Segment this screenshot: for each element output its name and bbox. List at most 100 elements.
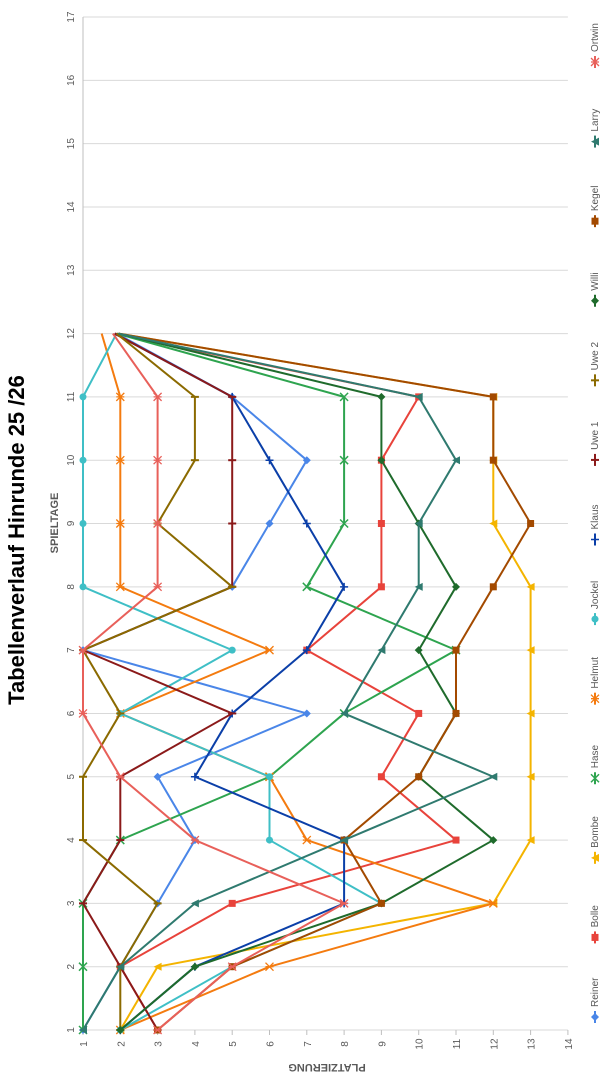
legend-marker bbox=[591, 217, 599, 225]
data-point bbox=[79, 456, 87, 464]
x-tick-label: 13 bbox=[66, 264, 77, 276]
x-tick-label: 4 bbox=[66, 837, 77, 843]
legend-item-jockel: Jockel bbox=[590, 581, 601, 626]
data-point bbox=[78, 708, 88, 718]
series-line-uwe-2 bbox=[82, 332, 234, 1030]
data-point bbox=[265, 519, 274, 528]
x-tick-label: 5 bbox=[66, 774, 77, 780]
legend-label: Klaus bbox=[590, 504, 601, 529]
data-point bbox=[190, 899, 199, 908]
data-point bbox=[302, 582, 312, 592]
legend-item-bolle: Bolle bbox=[590, 905, 601, 944]
legend-label: Kegel bbox=[590, 186, 601, 212]
data-point bbox=[227, 962, 237, 972]
legend-marker bbox=[591, 615, 599, 623]
legend-label: Helmut bbox=[590, 657, 601, 689]
data-point bbox=[115, 582, 125, 592]
data-point bbox=[339, 898, 349, 908]
legend-label: Jockel bbox=[590, 581, 601, 609]
legend-marker bbox=[591, 853, 599, 862]
legend-marker bbox=[591, 137, 599, 146]
data-point bbox=[414, 519, 423, 528]
data-point bbox=[489, 583, 497, 591]
series-line-larry bbox=[82, 332, 495, 1031]
legend-label: Ortwin bbox=[590, 23, 601, 52]
series bbox=[78, 332, 535, 1035]
x-tick-label: 14 bbox=[66, 201, 77, 213]
data-point bbox=[415, 773, 423, 781]
x-tick-label: 15 bbox=[66, 138, 77, 150]
data-point bbox=[377, 392, 386, 401]
legend-item-kegel: Kegel bbox=[590, 186, 601, 228]
data-point bbox=[377, 520, 385, 527]
y-tick-label: 2 bbox=[116, 1041, 127, 1047]
data-point bbox=[302, 646, 311, 655]
data-point bbox=[452, 836, 460, 844]
data-point bbox=[79, 520, 87, 527]
series-line-bolle bbox=[114, 332, 457, 1031]
legend-label: Bolle bbox=[590, 905, 601, 928]
data-point bbox=[190, 835, 200, 845]
y-tick-label: 13 bbox=[527, 1038, 538, 1050]
data-point bbox=[266, 836, 273, 844]
x-tick-label: 7 bbox=[66, 647, 77, 653]
legend-marker bbox=[591, 933, 599, 941]
data-point bbox=[78, 962, 88, 972]
y-tick-label: 8 bbox=[340, 1041, 351, 1047]
y-axis-title: PLATZIERUNG bbox=[288, 1061, 365, 1073]
series-line-kegel bbox=[118, 332, 532, 1031]
data-point bbox=[340, 582, 349, 591]
x-axis-title: SPIELTAGE bbox=[49, 493, 61, 554]
data-point bbox=[153, 392, 163, 402]
legend-item-reiner: Reiner bbox=[590, 977, 601, 1023]
legend-marker bbox=[591, 1013, 599, 1021]
data-point bbox=[452, 646, 460, 654]
legend-item-hase: Hase bbox=[590, 744, 601, 785]
chart-title: Tabellenverlauf Hinrunde 25 /26 bbox=[4, 375, 29, 705]
x-tick-label: 17 bbox=[66, 11, 77, 23]
x-tick-label: 9 bbox=[66, 520, 77, 526]
legend-item-willi: Willi bbox=[590, 272, 601, 307]
data-point bbox=[116, 962, 125, 971]
y-tick-label: 3 bbox=[154, 1041, 165, 1047]
series-larry bbox=[79, 332, 498, 1034]
legend-item-ortwin: Ortwin bbox=[590, 23, 601, 68]
data-point bbox=[115, 772, 125, 782]
y-tick-label: 4 bbox=[191, 1041, 202, 1047]
legend-label: Reiner bbox=[590, 977, 601, 1007]
legend-label: Uwe 1 bbox=[590, 421, 601, 450]
data-point bbox=[377, 583, 385, 591]
data-point bbox=[377, 646, 386, 655]
data-point bbox=[452, 582, 460, 591]
y-tick-label: 11 bbox=[452, 1038, 463, 1049]
data-point bbox=[526, 709, 535, 718]
data-point bbox=[340, 709, 349, 718]
data-point bbox=[377, 899, 385, 907]
x-tick-label: 1 bbox=[66, 1027, 77, 1033]
legend-item-klaus: Klaus bbox=[590, 504, 601, 546]
legend-marker bbox=[591, 535, 599, 544]
data-point bbox=[190, 962, 199, 971]
data-point bbox=[489, 456, 497, 464]
data-point bbox=[377, 773, 385, 781]
series-line-willi bbox=[118, 332, 495, 1031]
x-tick-label: 10 bbox=[66, 454, 77, 466]
legend-label: Willi bbox=[590, 272, 601, 290]
x-tick-label: 3 bbox=[66, 900, 77, 906]
legend-item-larry: Larry bbox=[590, 109, 601, 148]
x-tick-label: 12 bbox=[66, 328, 77, 340]
data-point bbox=[302, 519, 311, 528]
series-line-helmut bbox=[100, 333, 495, 1031]
legend-marker bbox=[591, 296, 599, 305]
data-point bbox=[115, 455, 125, 465]
y-tick-label: 10 bbox=[415, 1038, 426, 1050]
data-point bbox=[153, 962, 162, 971]
data-point bbox=[153, 519, 163, 528]
data-point bbox=[527, 520, 535, 527]
data-point bbox=[265, 456, 274, 465]
data-point bbox=[339, 392, 349, 402]
y-tick-label: 14 bbox=[564, 1038, 575, 1050]
y-tick-label: 9 bbox=[377, 1041, 388, 1047]
data-point bbox=[526, 772, 535, 781]
